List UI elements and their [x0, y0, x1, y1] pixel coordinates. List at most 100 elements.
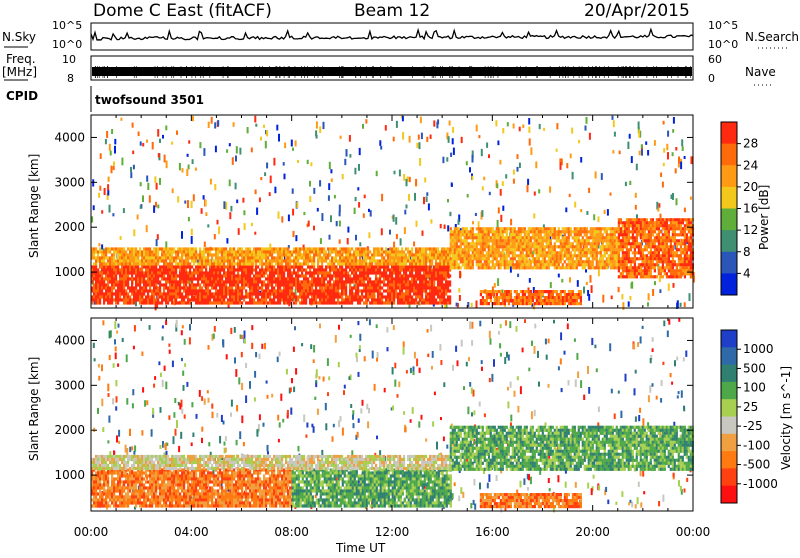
echo-cell — [343, 292, 345, 295]
echo-cell — [407, 301, 409, 304]
echo-cell — [421, 298, 423, 301]
echo-cell — [107, 271, 109, 274]
echo-cell — [177, 256, 179, 259]
echo-cell — [181, 292, 183, 295]
echo-cell — [117, 298, 119, 301]
echo-cell — [433, 295, 435, 298]
echo-cell — [299, 274, 301, 277]
echo-cell — [349, 274, 351, 277]
echo-cell — [329, 301, 331, 304]
echo-cell — [548, 254, 550, 257]
echo-cell — [409, 250, 411, 253]
echo-cell — [153, 250, 155, 253]
echo-cell — [277, 253, 279, 256]
echo-speckle — [203, 195, 205, 199]
echo-cell — [582, 260, 584, 263]
echo-cell — [355, 271, 357, 274]
echo-cell — [127, 295, 129, 298]
echo-cell — [540, 263, 542, 266]
echo-cell — [441, 289, 443, 292]
echo-cell — [167, 262, 169, 265]
echo-cell — [359, 259, 361, 262]
echo-cell — [486, 260, 488, 263]
echo-cell — [183, 247, 185, 250]
echo-cell — [596, 251, 598, 254]
echo-speckle — [663, 121, 665, 125]
echo-cell — [441, 271, 443, 274]
echo-cell — [347, 298, 349, 301]
echo-speckle — [481, 149, 483, 156]
echo-cell — [183, 274, 185, 277]
echo-cell — [121, 286, 123, 289]
echo-cell — [353, 274, 355, 277]
echo-cell — [353, 265, 355, 268]
echo-speckle — [273, 158, 275, 166]
echo-cell — [141, 259, 143, 262]
echo-cell — [373, 289, 375, 292]
echo-cell — [241, 268, 243, 271]
echo-cell — [482, 248, 484, 251]
echo-cell — [476, 260, 478, 263]
echo-speckle — [321, 213, 323, 221]
echo-cell — [375, 265, 377, 268]
echo-cell — [289, 259, 291, 262]
echo-cell — [534, 251, 536, 254]
echo-cell — [311, 247, 313, 250]
echo-speckle — [629, 181, 631, 185]
echo-cell — [287, 265, 289, 268]
echo-cell — [520, 236, 522, 239]
echo-cell — [171, 286, 173, 289]
echo-cell — [183, 253, 185, 256]
echo-cell — [293, 283, 295, 286]
echo-cell — [443, 298, 445, 301]
echo-cell — [157, 280, 159, 283]
echo-cell — [403, 283, 405, 286]
echo-cell — [191, 250, 193, 253]
echo-cell — [437, 265, 439, 268]
echo-cell — [105, 295, 107, 298]
echo-cell — [488, 254, 490, 257]
echo-cell — [431, 292, 433, 295]
echo-cell — [105, 292, 107, 295]
echo-cell — [554, 263, 556, 266]
echo-cell — [109, 271, 111, 274]
echo-cell — [275, 268, 277, 271]
echo-cell — [145, 286, 147, 289]
echo-speckle — [165, 241, 167, 247]
echo-cell — [287, 295, 289, 298]
echo-cell — [399, 289, 401, 292]
echo-cell — [504, 263, 506, 266]
echo-cell — [397, 247, 399, 250]
echo-cell — [275, 247, 277, 250]
echo-cell — [169, 298, 171, 301]
echo-cell — [157, 271, 159, 274]
echo-cell — [425, 292, 427, 295]
echo-cell — [468, 236, 470, 239]
echo-speckle — [381, 194, 383, 201]
echo-cell — [307, 265, 309, 268]
echo-cell — [269, 280, 271, 283]
echo-cell — [550, 254, 552, 257]
echo-cell — [542, 236, 544, 239]
echo-speckle — [260, 177, 262, 180]
echo-cell — [337, 277, 339, 280]
echo-cell — [319, 301, 321, 304]
echo-cell — [369, 292, 371, 295]
echo-cell — [273, 268, 275, 271]
echo-cell — [482, 257, 484, 260]
echo-speckle — [138, 132, 140, 137]
echo-cell — [365, 286, 367, 289]
echo-speckle — [156, 183, 158, 190]
echo-cell — [177, 250, 179, 253]
echo-speckle — [357, 187, 359, 190]
echo-cell — [508, 251, 510, 254]
echo-cell — [435, 265, 437, 268]
echo-cell — [305, 259, 307, 262]
echo-speckle — [430, 219, 432, 223]
cpid-label: CPID — [6, 89, 38, 103]
echo-cell — [123, 247, 125, 250]
echo-cell — [279, 283, 281, 286]
echo-cell — [165, 250, 167, 253]
echo-speckle — [641, 144, 643, 148]
echo-cell — [496, 239, 498, 242]
